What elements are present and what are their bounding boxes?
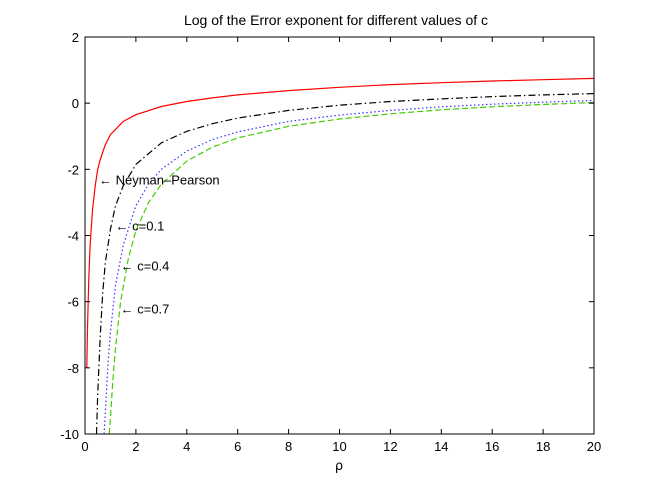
annotations: ← Neyman–Pearson ← c=0.1 ← c=0.4 ← c=0.7 [99,172,220,316]
y-tick-label: -10 [60,427,79,442]
x-axis: 0 2 4 6 8 10 12 14 16 18 20 [81,37,601,454]
x-tick-label: 18 [536,439,550,454]
y-tick-label: 2 [72,30,79,45]
x-tick-label: 2 [132,439,139,454]
x-tick-label: 10 [332,439,346,454]
y-axis: -10 -8 -6 -4 -2 0 2 [60,30,594,442]
series-layer [86,77,594,434]
x-tick-label: 14 [434,439,448,454]
x-tick-label: 6 [234,439,241,454]
x-tick-label: 0 [81,439,88,454]
x-axis-label: ρ [335,459,343,474]
y-tick-label: -2 [67,162,79,177]
x-tick-label: 20 [587,439,601,454]
curve-annotation: ← c=0.1 [116,219,165,234]
y-tick-label: -8 [67,361,79,376]
series-line-neyman-pearson [86,77,594,368]
chart-title: Log of the Error exponent for different … [184,12,488,28]
y-tick-label: 0 [72,96,79,111]
y-tick-label: -6 [67,295,79,310]
x-tick-label: 8 [285,439,292,454]
series-line-c-0-1 [95,93,594,434]
curve-annotation: ← Neyman–Pearson [99,172,220,187]
y-tick-label: -4 [67,229,79,244]
curve-annotation: ← c=0.4 [121,258,170,273]
x-tick-label: 4 [183,439,190,454]
x-tick-label: 16 [485,439,499,454]
series-line-c-0-7 [108,101,594,434]
x-tick-label: 12 [383,439,397,454]
curve-annotation: ← c=0.7 [121,301,170,316]
plot-area: 0 2 4 6 8 10 12 14 16 18 20 -10 -8 -6 -4 -2 0 2 ← Neyman… [60,30,601,454]
